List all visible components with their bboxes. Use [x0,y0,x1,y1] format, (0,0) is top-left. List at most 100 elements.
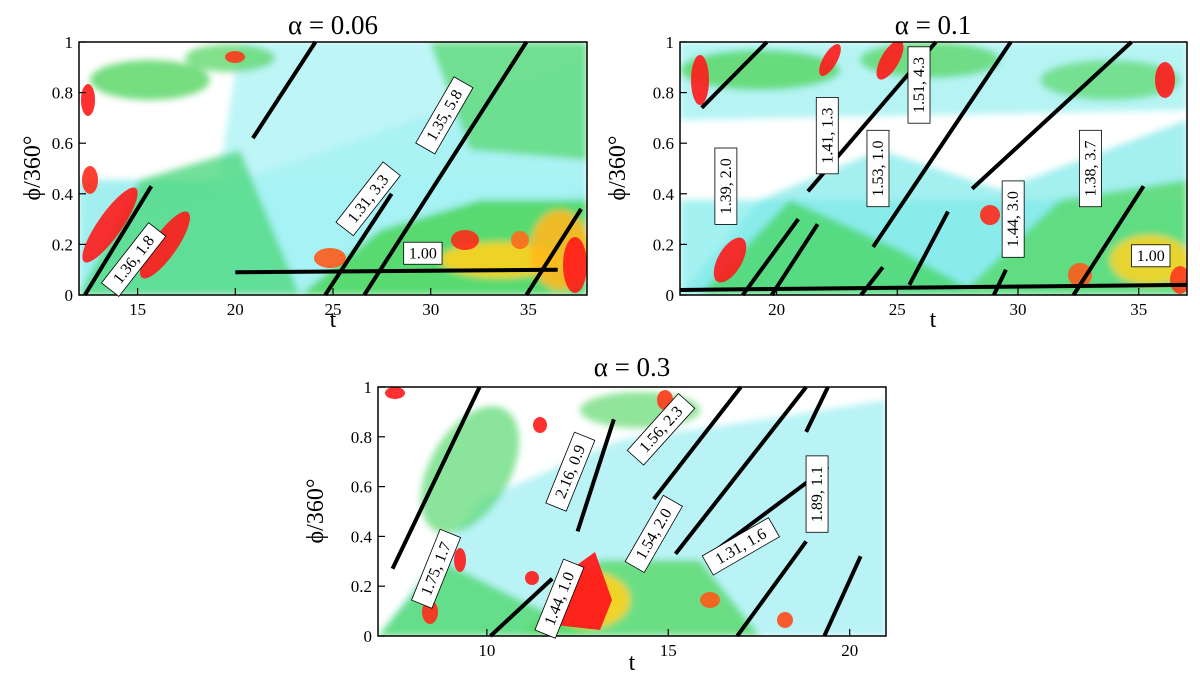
y-tick-label: 0 [666,286,675,305]
trace-label-box [411,528,462,609]
y-ticks: 0 0.2 0.4 0.6 0.8 1 [351,378,385,646]
x-tick-label: 30 [1010,300,1027,319]
panel-alpha-0-1: α = 0.1 [605,10,1188,333]
x-tick-label: 20 [227,300,244,319]
x-ticks: 10 15 20 [478,629,858,660]
trace-label-text: 1.44, 3.0 [1005,191,1022,247]
trace-label-box [624,494,683,574]
trace-line [700,40,769,110]
y-tick-label: 0.6 [351,478,372,497]
heatmap-field [680,42,1187,295]
trace-label-box [545,431,596,512]
trace-line [235,267,558,275]
trace-label-text: 1.51, 4.3 [911,57,928,113]
trace-line [489,577,554,638]
trace-line [907,210,950,286]
panel-alpha-0-3: α = 0.3 [303,352,887,676]
panel-alpha-0-06: α = 0.06 [20,10,588,333]
trace-label-box [1079,129,1102,208]
trace-label-box [714,147,738,225]
trace-line [770,223,820,297]
trace-label-box [335,161,401,237]
trace-line [679,282,1188,292]
trace-line [804,386,830,433]
trace-label-box [534,558,585,639]
y-tick-label: 0.6 [653,134,674,153]
trace-label-text: 1.89, 1.1 [809,466,826,522]
trace-line [390,386,482,570]
trace-line [859,265,885,297]
trace-label-text: 1.38, 3.7 [1082,141,1099,197]
trace-line [735,540,808,638]
trace-label-box [866,129,890,208]
trace-line [992,268,1008,296]
y-tick-label: 0.8 [52,84,73,103]
panel-title: α = 0.3 [594,352,671,382]
y-tick-label: 0 [65,286,74,305]
y-tick-label: 0.2 [52,235,73,254]
heatmap-field [378,387,886,636]
y-axis-label: ϕ/360° [303,479,329,544]
y-tick-label: 0.8 [351,428,372,447]
trace-label: 1.39, 2.0 [714,147,738,225]
trace-label-box [907,46,931,124]
trace-label-box [100,222,167,298]
y-tick-label: 1 [364,378,373,397]
y-tick-label: 0.2 [653,235,674,254]
trace-label-text: 1.53, 1.0 [870,141,887,197]
trace-label: 1.00 [1131,244,1171,268]
trace-lines [83,40,583,297]
trace-label-box [415,76,474,155]
trace-line [323,192,394,297]
trace-label-text: 1.00 [409,245,437,262]
trace-line [652,385,743,501]
trace-label-box [815,97,839,175]
trace-label: 1.44, 3.0 [1001,180,1025,258]
trace-line [251,40,318,140]
x-axis-label: t [629,650,636,676]
trace-label: 1.53, 1.0 [866,129,890,208]
trace-label: 1.00 [403,241,443,265]
trace-label: 1.38, 3.7 [1079,129,1102,208]
trace-line [83,185,153,297]
y-tick-label: 0 [364,627,373,646]
x-ticks: 15 20 25 30 35 [129,288,537,319]
trace-label-box [1001,180,1025,258]
x-tick-label: 10 [478,641,495,660]
x-tick-label: 20 [841,641,858,660]
panel-title: α = 0.06 [288,10,378,40]
y-tick-label: 0.4 [351,527,373,546]
plot-frame [377,386,887,637]
trace-line [524,207,583,297]
trace-label-box [805,455,829,533]
y-axis-label: ϕ/360° [605,136,631,201]
trace-line [970,40,1133,191]
x-axis-label: t [930,307,937,333]
y-tick-label: 1 [65,33,74,52]
trace-line [822,555,863,637]
y-tick-label: 0.8 [653,84,674,103]
y-tick-label: 0.2 [351,577,372,596]
trace-label-box [403,241,443,265]
y-ticks: 0 0.2 0.4 0.6 0.8 1 [52,33,86,305]
x-tick-label: 25 [889,300,906,319]
y-ticks: 0 0.2 0.4 0.6 0.8 1 [653,33,687,305]
x-tick-label: 15 [660,641,677,660]
trace-line [741,217,800,297]
trace-label: 1.89, 1.1 [805,455,829,533]
trace-line [871,40,1013,249]
trace-line [575,418,616,533]
trace-label-text: 1.00 [1137,248,1165,265]
y-axis-label: ϕ/360° [20,136,46,201]
x-tick-label: 25 [325,300,342,319]
trace-line [362,40,529,297]
trace-label: 1.51, 4.3 [907,46,931,124]
x-tick-label: 30 [422,300,439,319]
heatmap-field [79,42,587,295]
trace-label-text: 1.41, 1.3 [819,108,836,164]
trace-labels: 1.39, 2.0 1.41, 1.3 1.53, 1.0 1.51, 4.3 1.44… [714,46,1171,268]
trace-label-text: 1.39, 2.0 [718,158,735,214]
y-tick-label: 0.4 [52,185,74,204]
y-tick-label: 1 [666,33,675,52]
